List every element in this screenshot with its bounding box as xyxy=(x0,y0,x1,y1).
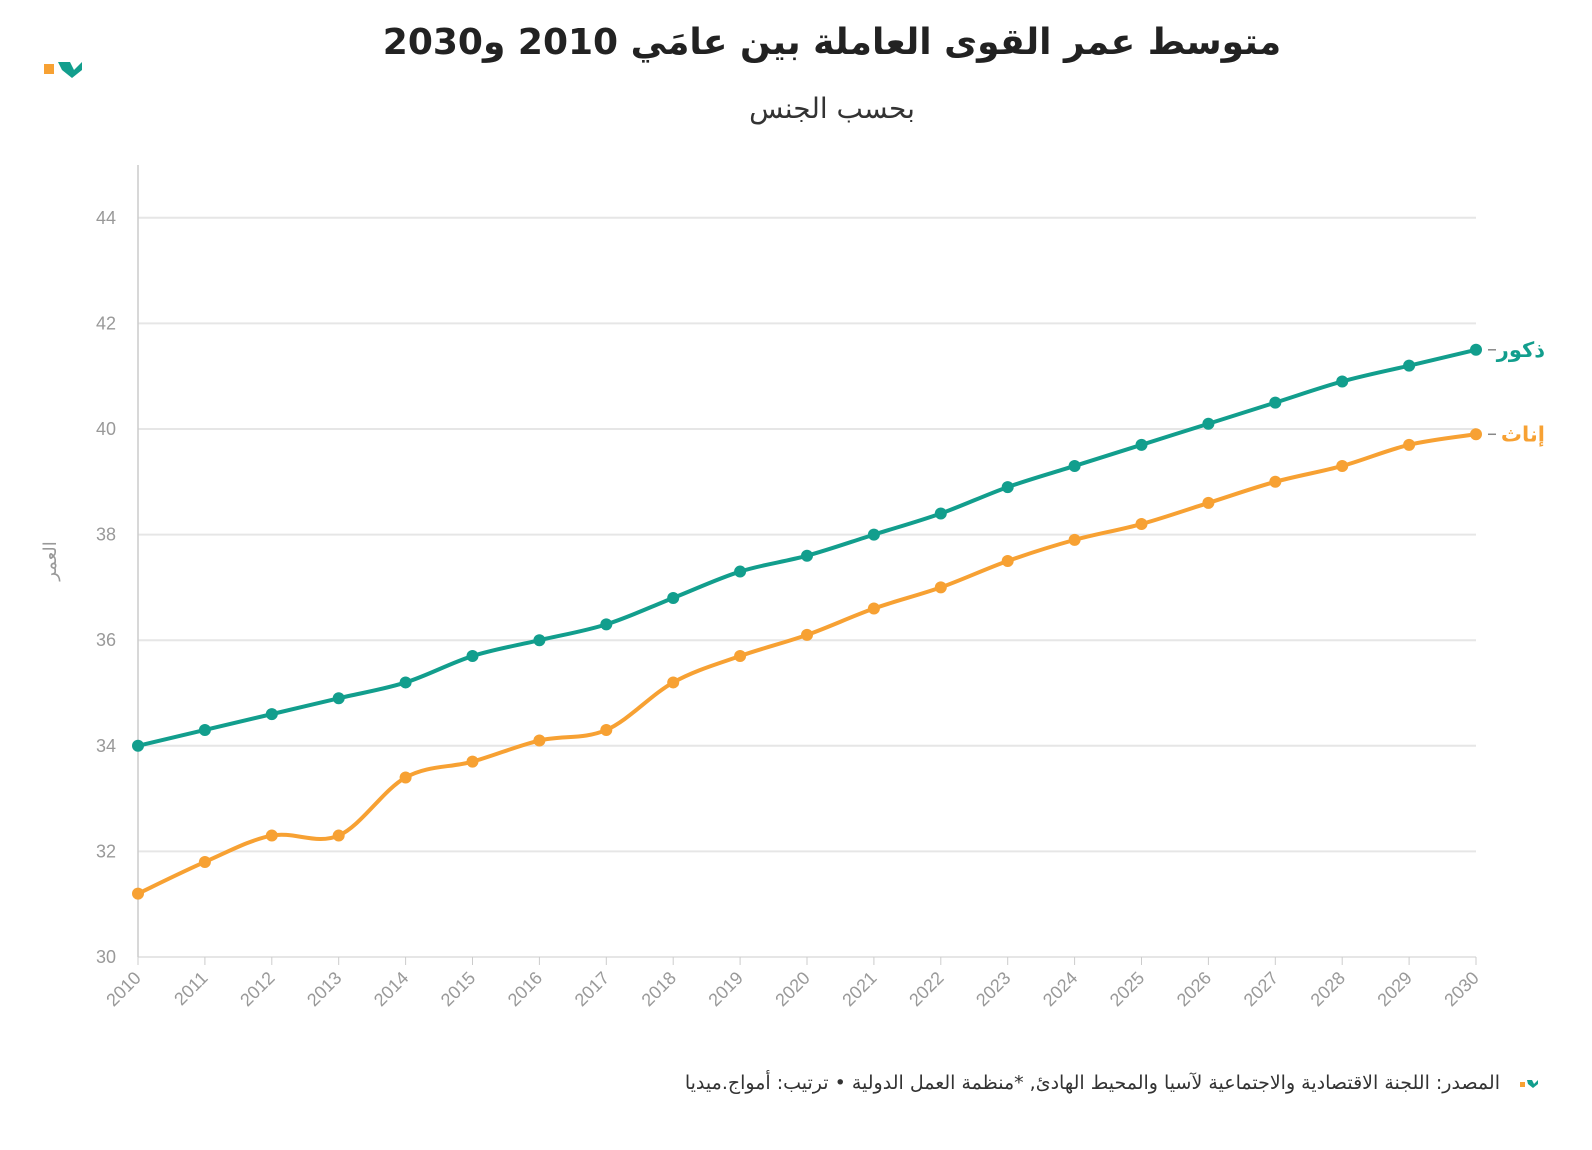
point xyxy=(399,676,412,689)
x-tick-label: 2030 xyxy=(1440,968,1482,1010)
point xyxy=(801,549,813,562)
x-tick-label: 2015 xyxy=(437,968,479,1010)
point xyxy=(1202,496,1215,509)
x-tick-label: 2025 xyxy=(1106,968,1148,1010)
x-tick-label: 2017 xyxy=(571,968,613,1010)
point xyxy=(533,634,546,647)
logo xyxy=(44,62,82,78)
x-tick-label: 2016 xyxy=(504,968,546,1010)
series-label: إناث xyxy=(1501,422,1545,446)
point xyxy=(1001,481,1014,494)
point xyxy=(1269,396,1282,409)
x-tick-label: 2014 xyxy=(370,968,412,1010)
line xyxy=(137,432,1477,896)
point xyxy=(867,602,880,615)
point xyxy=(332,692,345,705)
point xyxy=(1135,438,1148,451)
y-tick-label: 34 xyxy=(96,736,116,756)
point xyxy=(198,723,211,736)
point xyxy=(1470,343,1482,356)
point xyxy=(1202,417,1215,430)
point xyxy=(533,734,546,747)
point xyxy=(801,628,813,641)
point xyxy=(1269,475,1282,488)
point xyxy=(600,723,613,736)
point xyxy=(1068,459,1081,472)
x-tick-label: 2010 xyxy=(102,968,144,1010)
x-tick-label: 2013 xyxy=(303,968,345,1010)
x-tick-label: 2028 xyxy=(1307,968,1349,1010)
point xyxy=(1135,518,1148,531)
x-tick-label: 2024 xyxy=(1039,968,1081,1010)
point xyxy=(265,708,278,721)
point xyxy=(198,855,211,868)
point xyxy=(1403,438,1416,451)
x-tick-label: 2029 xyxy=(1373,968,1415,1010)
point xyxy=(734,650,747,663)
point xyxy=(934,581,947,594)
x-tick-label: 2019 xyxy=(704,968,746,1010)
point xyxy=(1470,428,1482,441)
x-tick-label: 2011 xyxy=(170,968,212,1010)
point xyxy=(132,739,144,752)
x-tick-label: 2023 xyxy=(972,968,1014,1010)
y-tick-label: 36 xyxy=(96,630,116,650)
x-tick-label: 2020 xyxy=(771,968,813,1010)
point xyxy=(667,591,680,604)
y-tick-label: 44 xyxy=(96,208,116,228)
y-tick-label: 40 xyxy=(96,419,116,439)
series-label: ذكور xyxy=(1496,338,1545,362)
y-tick-label: 30 xyxy=(96,947,116,967)
line xyxy=(137,347,1477,748)
point xyxy=(667,676,680,689)
point xyxy=(1403,359,1416,372)
x-tick-label: 2018 xyxy=(638,968,680,1010)
source-note: المصدر: اللجنة الاقتصادية والاجتماعية لآ… xyxy=(684,1072,1500,1094)
point xyxy=(1068,533,1081,546)
y-tick-label: 42 xyxy=(96,313,116,333)
y-axis-label: العمر xyxy=(40,541,61,582)
y-tick-label: 38 xyxy=(96,525,116,545)
point xyxy=(1336,375,1349,388)
point xyxy=(132,887,144,900)
point xyxy=(332,829,345,842)
point xyxy=(466,650,479,663)
source-logo xyxy=(1520,1080,1538,1088)
point xyxy=(867,528,880,541)
point xyxy=(1336,459,1349,472)
y-tick-label: 32 xyxy=(96,841,116,861)
x-tick-label: 2022 xyxy=(905,968,947,1010)
point xyxy=(600,618,613,631)
x-tick-label: 2012 xyxy=(236,968,278,1010)
point xyxy=(399,771,412,784)
x-tick-label: 2027 xyxy=(1240,968,1282,1010)
chart-subtitle: بحسب الجنس xyxy=(749,92,915,125)
point xyxy=(734,565,747,578)
x-tick-label: 2026 xyxy=(1173,968,1215,1010)
x-tick-label: 2021 xyxy=(838,968,880,1010)
point xyxy=(934,507,947,520)
point xyxy=(265,829,278,842)
point xyxy=(1001,555,1014,567)
chart-title: متوسط عمر القوى العاملة بين عامَي 2010 و… xyxy=(382,22,1282,63)
point xyxy=(466,755,479,768)
